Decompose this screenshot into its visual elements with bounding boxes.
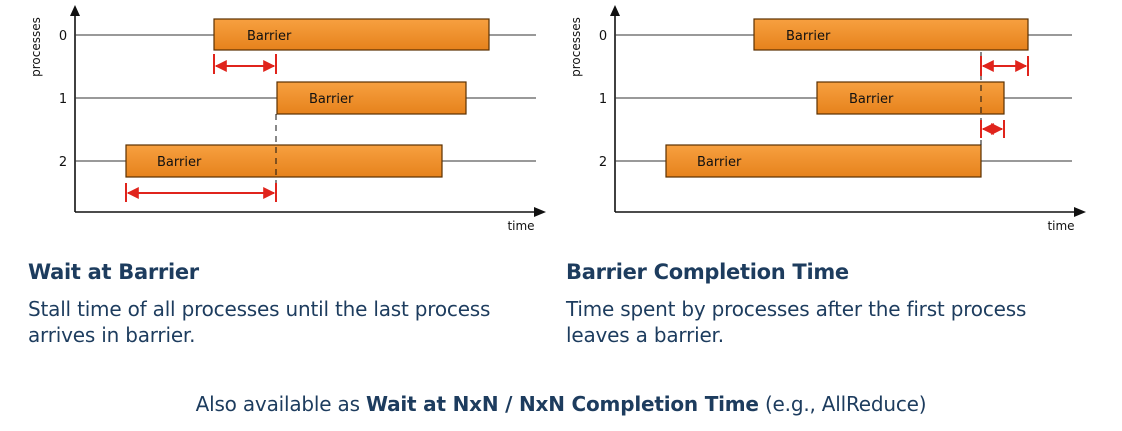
barrier-bar-label-0: Barrier <box>247 29 292 44</box>
barrier-bar-label-0: Barrier <box>786 29 831 44</box>
left-description-line-1: Stall time of all processes until the la… <box>28 297 491 321</box>
barrier-bar-0 <box>753 18 1029 51</box>
right-description-line-1: Time spent by processes after the first … <box>566 297 1027 321</box>
x-axis-arrowhead <box>534 207 546 217</box>
barrier-bar-1 <box>816 81 1005 115</box>
footnote: Also available as Wait at NxN / NxN Comp… <box>0 392 1122 416</box>
y-axis-label: processes <box>29 17 43 77</box>
footnote-metric-name: Wait at NxN / NxN Completion Time <box>365 392 759 416</box>
barrier-completion-diagram: processes time 0 1 2 Barrier Barrier Bar… <box>569 5 1086 233</box>
y-axis-label: processes <box>569 17 583 77</box>
x-axis-label: time <box>507 219 534 233</box>
barrier-bar-2 <box>665 144 982 178</box>
y-axis-arrowhead <box>610 5 620 16</box>
barrier-bar-label-2: Barrier <box>697 155 742 170</box>
footnote-suffix: (e.g., AllReduce) <box>758 392 927 416</box>
process-label-0: 0 <box>599 29 607 44</box>
barrier-bar-2 <box>125 144 443 178</box>
barrier-bar-label-1: Barrier <box>849 92 894 107</box>
right-description-line-2: leaves a barrier. <box>566 323 724 347</box>
barrier-bar-label-2: Barrier <box>157 155 202 170</box>
footnote-prefix: Also available as <box>195 392 366 416</box>
process-label-2: 2 <box>59 155 67 170</box>
wait-at-barrier-diagram: processes time 0 1 2 Barrier Barrier Bar… <box>29 5 546 233</box>
left-panel-description: Stall time of all processes until the la… <box>28 296 548 348</box>
right-panel-title: Barrier Completion Time <box>566 260 849 284</box>
completion-interval-1 <box>980 120 1005 138</box>
x-axis-arrowhead <box>1074 207 1086 217</box>
x-axis-label: time <box>1047 219 1074 233</box>
wait-interval-0 <box>213 54 277 74</box>
process-label-1: 1 <box>59 92 67 107</box>
right-panel-description: Time spent by processes after the first … <box>566 296 1086 348</box>
y-axis-arrowhead <box>70 5 80 16</box>
barrier-bar-1 <box>276 81 467 115</box>
barrier-bar-label-1: Barrier <box>309 92 354 107</box>
barrier-bar-0 <box>213 18 490 51</box>
wait-interval-2 <box>125 183 277 202</box>
process-label-1: 1 <box>599 92 607 107</box>
left-panel-title: Wait at Barrier <box>28 260 199 284</box>
left-description-line-2: arrives in barrier. <box>28 323 196 347</box>
completion-interval-0 <box>980 56 1029 76</box>
process-label-0: 0 <box>59 29 67 44</box>
process-label-2: 2 <box>599 155 607 170</box>
